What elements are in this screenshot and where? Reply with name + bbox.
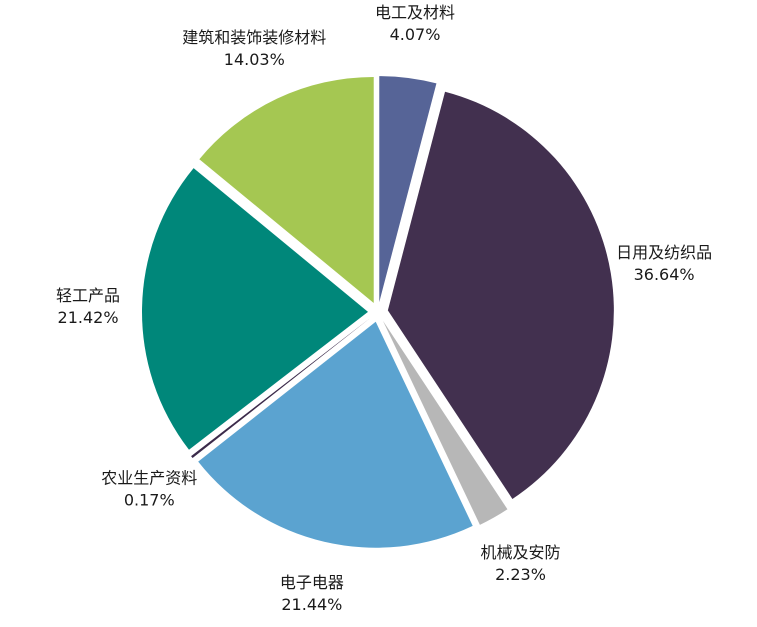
pie-slice bbox=[142, 168, 369, 450]
pie-slice bbox=[379, 76, 437, 303]
value-label: 4.07% bbox=[390, 25, 441, 44]
slice-label: 农业生产资料 bbox=[101, 469, 197, 488]
slice-label: 轻工产品 bbox=[56, 286, 120, 305]
slice-label: 建筑和装饰装修材料 bbox=[182, 28, 326, 47]
slice-label: 电工及材料 bbox=[375, 3, 455, 22]
value-label: 14.03% bbox=[224, 50, 285, 69]
value-label: 36.64% bbox=[634, 265, 695, 284]
pie-slice bbox=[191, 318, 371, 459]
slice-label: 机械及安防 bbox=[480, 543, 560, 562]
value-label: 0.17% bbox=[124, 491, 175, 510]
pie-slice bbox=[198, 321, 473, 548]
slice-label: 日用及纺织品 bbox=[616, 243, 712, 262]
value-label: 21.44% bbox=[281, 595, 342, 614]
value-label: 21.42% bbox=[58, 308, 119, 327]
pie-slice bbox=[199, 76, 374, 303]
value-label: 2.23% bbox=[495, 565, 546, 584]
slice-label: 电子电器 bbox=[280, 573, 344, 592]
pie-slice bbox=[387, 91, 614, 499]
pie-slice bbox=[382, 320, 508, 525]
